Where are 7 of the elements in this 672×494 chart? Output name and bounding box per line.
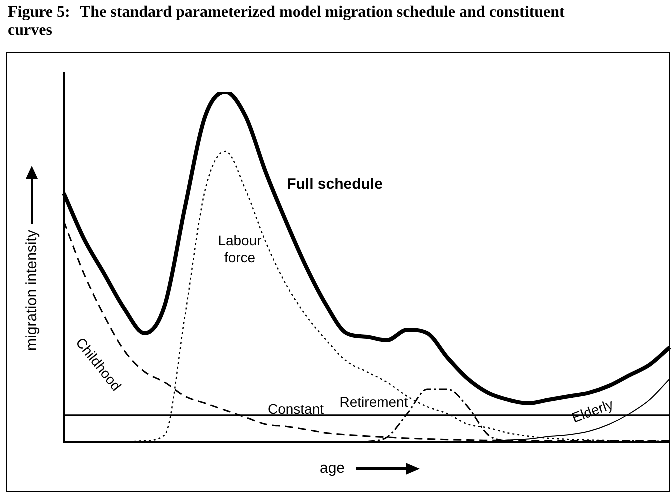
series-label: Retirement <box>340 394 408 410</box>
series-label: Labour force <box>218 232 262 266</box>
y-axis-title: migration intensity <box>24 229 40 353</box>
x-axis-title: age <box>320 460 346 477</box>
chart-title: Figure 5: The standard parameterized model migration schedule and constituent curves <box>8 4 566 40</box>
series-label: Constant <box>268 400 324 417</box>
series-label: Full schedule <box>287 176 383 194</box>
